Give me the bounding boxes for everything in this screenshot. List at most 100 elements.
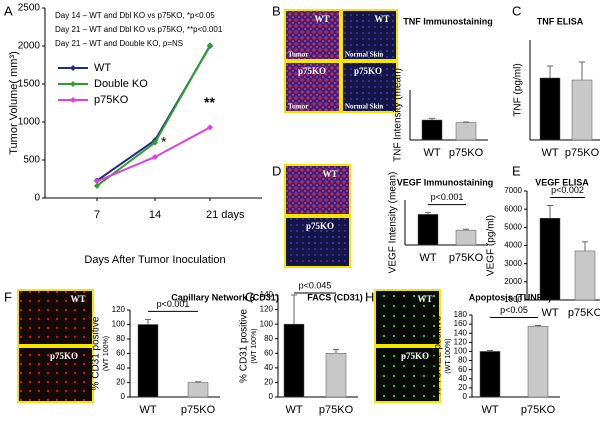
error-bar	[463, 228, 469, 231]
point	[152, 153, 158, 160]
panel-letter: B	[272, 3, 281, 18]
chart-title: Capillary Network (CD31)	[171, 292, 279, 302]
bar	[137, 324, 159, 398]
y-tick-label: 1000	[18, 117, 41, 128]
error-bar	[425, 212, 431, 215]
y-tick-label: 60	[116, 349, 125, 358]
panel-letter: H	[365, 289, 374, 304]
y-tick-label: 0	[463, 392, 468, 401]
y-axis-label: % TUNEL positive	[433, 315, 444, 396]
y-axis-note: (WT 100%)	[103, 336, 110, 371]
panel-letter: D	[272, 163, 281, 178]
x-tick-label: WT	[423, 147, 440, 159]
micrograph	[284, 61, 341, 113]
image-label: WT	[322, 169, 337, 179]
bar	[539, 77, 561, 141]
error-bar	[547, 205, 553, 219]
y-tick-label: 140	[454, 328, 468, 337]
y-tick-label: 40	[458, 374, 467, 383]
chart-title: VEGF ELISA	[535, 177, 589, 187]
error-bar	[145, 318, 151, 325]
note: Day 14 – WT and Dbl KO vs p75KO, *p<0.05	[55, 11, 215, 20]
image-label: WT	[314, 14, 329, 24]
image-label: p75KO	[306, 221, 334, 231]
y-tick-label: 1000	[504, 295, 522, 304]
y-tick-label: 6000	[504, 204, 522, 213]
y-tick-label: 0	[34, 193, 40, 204]
bar	[479, 351, 501, 398]
image-label: WT	[374, 14, 389, 24]
point	[207, 124, 213, 131]
x-tick-label: p75KO	[319, 404, 354, 416]
image-label: Normal Skin	[345, 51, 383, 59]
bar	[421, 119, 443, 141]
panel-letter: E	[512, 163, 521, 178]
micrograph	[374, 346, 441, 403]
micrograph	[341, 9, 398, 61]
y-tick-label: 80	[116, 334, 125, 343]
significance-label: p<0.05	[500, 305, 528, 315]
bar	[574, 250, 596, 301]
legend-label: WT	[94, 62, 111, 74]
y-tick-label: 7000	[504, 186, 522, 195]
y-tick-label: 160	[454, 319, 468, 328]
micrograph	[284, 9, 341, 61]
y-axis-label: VEGF (pg/ml)	[486, 215, 497, 276]
image-label: Tumor	[288, 51, 308, 59]
y-axis-note: (WT 100%)	[251, 328, 258, 363]
x-tick-label: p75KO	[181, 404, 216, 416]
line	[96, 126, 211, 183]
y-tick-label: 60	[264, 348, 273, 357]
bar	[325, 353, 347, 398]
x-tick-label: WT	[481, 404, 498, 416]
chart-title: TNF ELISA	[537, 16, 584, 26]
y-tick-label: 2000	[18, 41, 41, 52]
y-tick-label: 2500	[18, 3, 41, 14]
micrograph	[341, 61, 398, 113]
x-tick-label: p75KO	[521, 404, 556, 416]
x-tick-label: 7	[94, 209, 100, 221]
y-tick-label: 120	[112, 305, 126, 314]
y-tick-label: 120	[260, 305, 274, 314]
error-bar	[535, 324, 541, 327]
y-tick-label: 0	[121, 392, 126, 401]
panel-letter: F	[4, 289, 12, 304]
significance-label: p<0.002	[551, 185, 584, 195]
chart-title: FACS (CD31)	[307, 292, 363, 302]
micrograph	[284, 164, 351, 216]
bar	[455, 229, 477, 246]
bar	[539, 218, 561, 301]
error-bar	[463, 121, 469, 123]
image-label: p75KO	[401, 351, 429, 361]
panel-letter: C	[512, 3, 521, 18]
y-axis-label: TNF (pg/ml)	[513, 63, 524, 116]
error-bar	[333, 349, 339, 354]
marker-label: *	[161, 134, 167, 150]
y-tick-label: 80	[264, 334, 273, 343]
error-bar	[547, 65, 553, 78]
error-bar	[291, 294, 297, 325]
x-tick-label: WT	[139, 404, 156, 416]
error-bar	[429, 118, 435, 120]
x-tick-label: WT	[541, 147, 558, 159]
x-tick-label: p75KO	[449, 252, 484, 264]
micrograph	[17, 289, 94, 346]
y-tick-label: 40	[116, 363, 125, 372]
y-axis-label: Tumor Volume( mm³)	[8, 51, 20, 155]
y-tick-label: 100	[454, 347, 468, 356]
legend-marker	[70, 97, 76, 103]
bar	[455, 122, 477, 141]
bar	[283, 323, 305, 398]
micrograph	[17, 346, 94, 403]
chart-title: Apoptosis (TUNEL)	[469, 292, 552, 302]
image-label: p75KO	[354, 66, 382, 76]
error-bar	[582, 241, 588, 251]
bar	[417, 214, 439, 246]
y-tick-label: 20	[458, 383, 467, 392]
significance-label: p<0.001	[431, 192, 464, 202]
y-tick-label: 0	[269, 392, 274, 401]
y-axis-label: TNF Intensity (mean)	[393, 68, 404, 162]
x-tick-label: p75KO	[565, 147, 600, 159]
x-tick-label: WT	[419, 252, 436, 264]
